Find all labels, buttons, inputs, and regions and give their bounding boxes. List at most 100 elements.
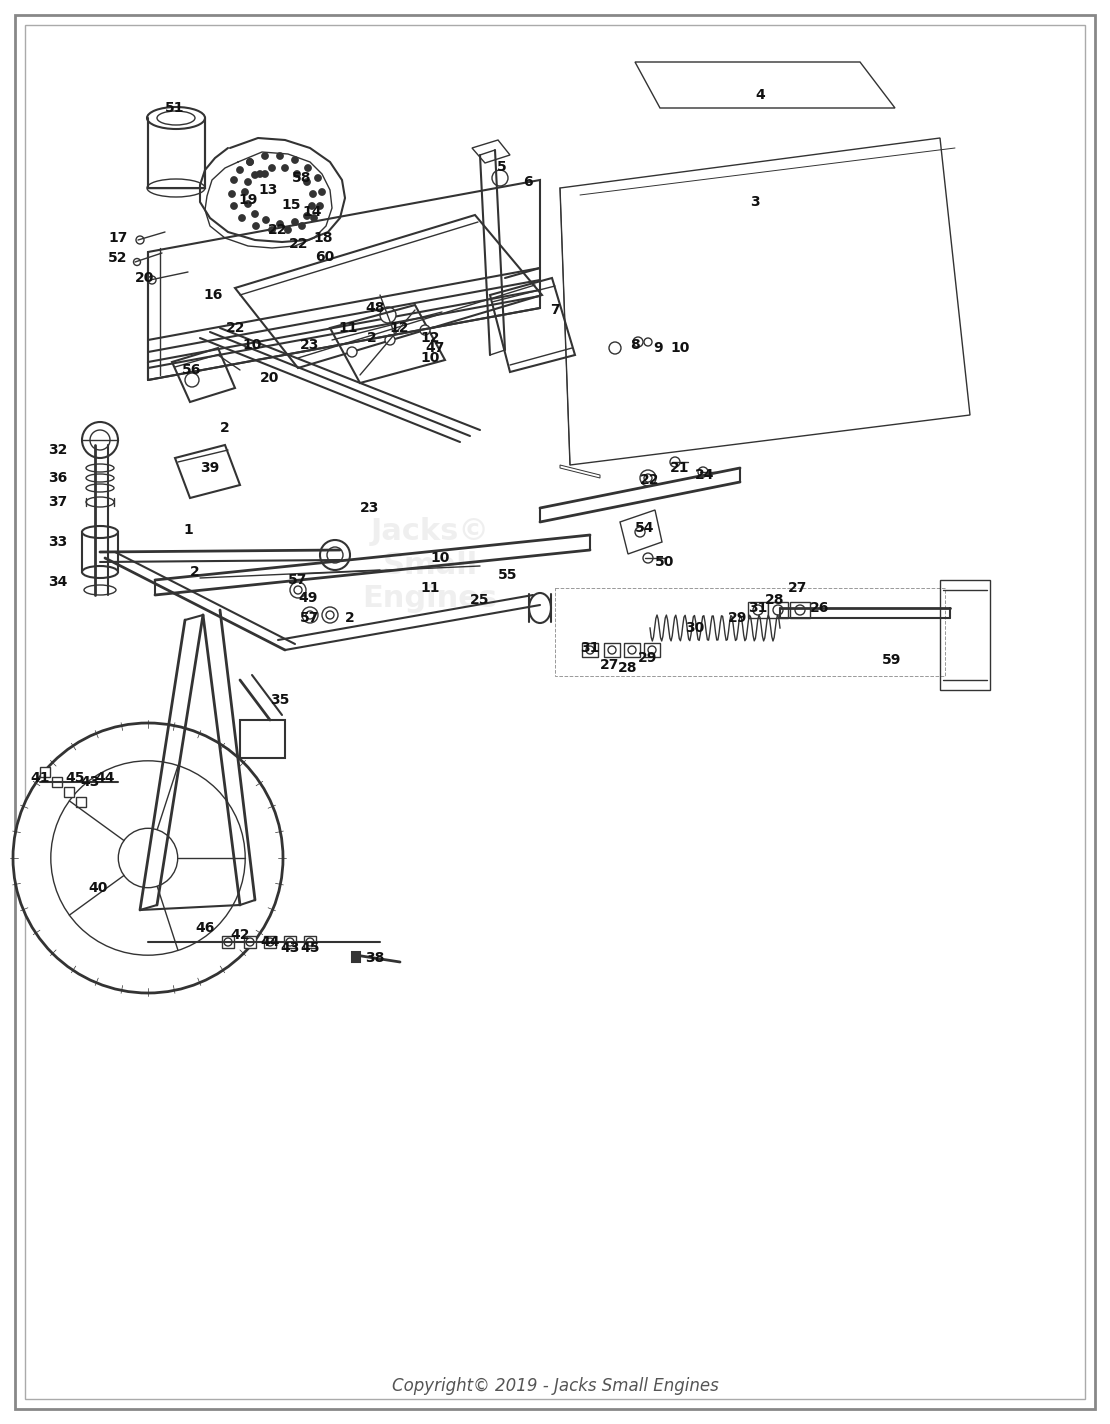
Circle shape (239, 215, 245, 222)
Circle shape (586, 646, 594, 654)
Circle shape (229, 191, 235, 198)
Ellipse shape (85, 484, 114, 493)
Bar (768, 602, 788, 618)
Text: 55: 55 (498, 568, 517, 582)
Circle shape (302, 607, 317, 624)
Circle shape (347, 347, 357, 357)
Text: 56: 56 (182, 363, 202, 377)
Circle shape (322, 607, 339, 624)
Circle shape (311, 215, 317, 222)
Text: Jacks©
Small
Engines: Jacks© Small Engines (363, 517, 497, 614)
Text: 43: 43 (281, 941, 300, 956)
Circle shape (242, 188, 249, 195)
Text: 40: 40 (89, 881, 108, 896)
Bar (40, 768, 50, 778)
Text: 10: 10 (421, 350, 440, 365)
Bar (284, 936, 296, 948)
Text: 12: 12 (421, 330, 440, 345)
Ellipse shape (85, 464, 114, 471)
Text: 57: 57 (289, 572, 307, 587)
Circle shape (252, 222, 260, 229)
Text: 48: 48 (365, 300, 385, 315)
Circle shape (246, 158, 253, 165)
Text: 31: 31 (748, 601, 768, 615)
Text: 16: 16 (203, 288, 223, 302)
Circle shape (244, 201, 252, 208)
Ellipse shape (147, 107, 205, 130)
Circle shape (51, 760, 245, 956)
Circle shape (185, 373, 199, 387)
Bar (624, 644, 640, 656)
Text: 21: 21 (670, 461, 689, 476)
Text: 58: 58 (292, 171, 312, 185)
Text: 14: 14 (302, 205, 322, 219)
Circle shape (380, 308, 396, 323)
Circle shape (628, 646, 636, 654)
Bar (75, 797, 85, 807)
Text: 23: 23 (361, 501, 380, 515)
Text: 38: 38 (365, 951, 385, 965)
Text: Copyright© 2019 - Jacks Small Engines: Copyright© 2019 - Jacks Small Engines (392, 1377, 718, 1396)
Circle shape (262, 152, 269, 159)
Circle shape (303, 212, 311, 219)
Circle shape (231, 177, 238, 184)
Circle shape (284, 226, 292, 234)
Text: 5: 5 (497, 159, 507, 174)
Text: 57: 57 (301, 611, 320, 625)
Text: 10: 10 (431, 551, 450, 565)
Text: 28: 28 (765, 592, 785, 607)
Bar (604, 644, 620, 656)
Text: 7: 7 (551, 303, 559, 318)
Bar (582, 644, 598, 656)
Text: 37: 37 (49, 496, 68, 508)
Text: 11: 11 (421, 581, 440, 595)
Circle shape (753, 605, 763, 615)
Text: 49: 49 (299, 591, 317, 605)
Circle shape (286, 938, 294, 946)
Ellipse shape (82, 525, 118, 538)
Text: 26: 26 (810, 601, 829, 615)
Text: 28: 28 (618, 661, 638, 675)
Text: 2: 2 (190, 565, 200, 580)
Circle shape (310, 191, 316, 198)
Text: 36: 36 (49, 471, 68, 486)
Text: 29: 29 (638, 651, 658, 665)
Text: 13: 13 (259, 184, 278, 197)
Circle shape (314, 175, 322, 181)
Circle shape (644, 474, 652, 481)
Text: 18: 18 (313, 231, 333, 245)
Text: 1: 1 (183, 523, 193, 537)
Circle shape (420, 325, 430, 335)
Circle shape (795, 605, 805, 615)
Circle shape (119, 829, 178, 887)
Circle shape (133, 259, 141, 265)
Circle shape (292, 157, 299, 164)
Circle shape (252, 211, 259, 218)
Circle shape (316, 202, 323, 209)
Text: 10: 10 (670, 340, 689, 355)
Circle shape (635, 527, 645, 537)
Circle shape (290, 582, 306, 598)
Circle shape (492, 169, 508, 187)
Bar (244, 936, 256, 948)
Text: 50: 50 (655, 555, 675, 570)
Text: 31: 31 (581, 641, 599, 655)
Text: 10: 10 (242, 337, 262, 352)
Circle shape (304, 165, 312, 171)
Text: 27: 27 (601, 658, 619, 672)
Circle shape (385, 335, 395, 345)
Circle shape (292, 218, 299, 225)
Bar (555, 588, 945, 676)
Circle shape (306, 938, 314, 946)
Circle shape (256, 171, 263, 178)
Circle shape (670, 457, 680, 467)
Circle shape (262, 216, 270, 224)
Circle shape (148, 276, 157, 283)
Text: 44: 44 (95, 770, 114, 785)
Ellipse shape (85, 474, 114, 481)
Circle shape (648, 646, 656, 654)
Circle shape (246, 938, 254, 946)
Circle shape (244, 178, 252, 185)
Circle shape (252, 171, 259, 178)
Circle shape (90, 430, 110, 450)
